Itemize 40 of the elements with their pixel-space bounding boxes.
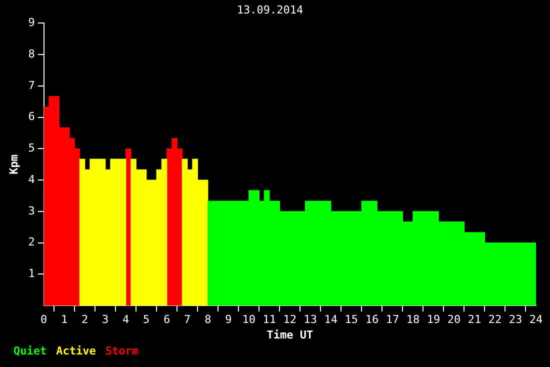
y-tick-label: 7 — [28, 78, 35, 92]
y-tick-label: 8 — [28, 47, 35, 60]
y-tick-label: 4 — [28, 172, 36, 186]
x-tick-label: 3 — [102, 313, 109, 326]
y-tick-label: 1 — [28, 267, 35, 280]
x-tick-label: 9 — [225, 313, 232, 326]
x-tick-label: 6 — [164, 313, 170, 326]
x-tick-label: 13 — [304, 313, 318, 326]
x-tick-label: 0 — [40, 313, 48, 326]
x-tick-label: 15 — [344, 313, 358, 326]
y-tick-label: 3 — [28, 204, 35, 218]
y-axis-title: Kpm — [7, 154, 20, 174]
x-tick-label: 10 — [242, 313, 256, 326]
chart-title: 13.09.2014 — [236, 3, 304, 16]
x-tick-label: 23 — [508, 313, 522, 326]
y-tick-label: 2 — [28, 236, 35, 249]
x-tick-label: 4 — [122, 313, 130, 326]
text: Quiet — [14, 344, 47, 358]
x-tick-label: 20 — [447, 313, 461, 326]
x-tick-label: 2 — [82, 313, 88, 326]
x-tick-label: 16 — [365, 313, 379, 326]
y-tick-label: 9 — [28, 16, 35, 30]
x-tick-label: 19 — [426, 313, 440, 326]
x-tick-label: 7 — [184, 313, 191, 326]
x-tick-label: 12 — [283, 313, 297, 326]
x-tick-label: 17 — [386, 313, 400, 326]
x-tick-label: 18 — [406, 313, 420, 326]
x-tick-label: 5 — [143, 313, 150, 326]
x-axis-title: Time UT — [266, 328, 314, 342]
x-tick-label: 11 — [262, 313, 276, 326]
y-tick-label: 6 — [28, 110, 35, 124]
x-tick-label: 8 — [204, 313, 212, 326]
x-tick-label: 22 — [488, 313, 502, 326]
text: Storm — [105, 344, 139, 358]
x-tick-label: 24 — [529, 313, 543, 326]
x-tick-label: 14 — [324, 313, 338, 326]
x-tick-label: 21 — [468, 313, 482, 326]
text: Active — [56, 344, 96, 358]
y-tick-label: 5 — [28, 142, 35, 155]
x-tick-label: 1 — [61, 313, 68, 326]
